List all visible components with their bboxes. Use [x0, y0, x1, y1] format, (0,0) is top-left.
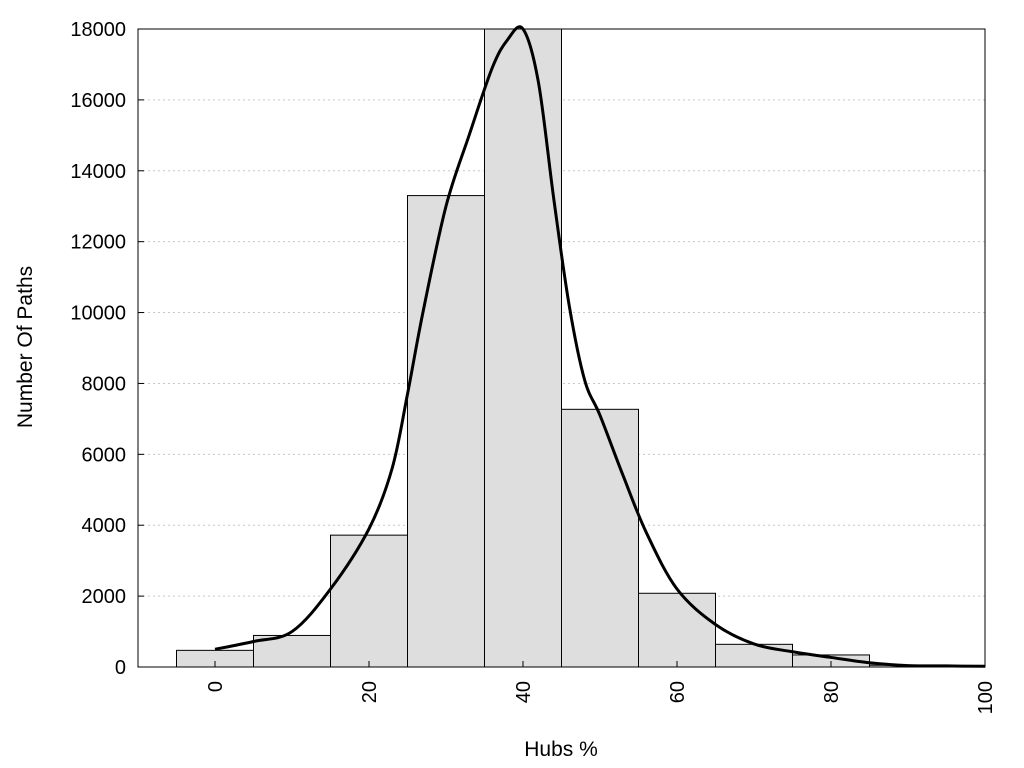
y-tick-label-16000: 16000: [70, 90, 126, 112]
bar-40: [484, 28, 562, 668]
y-tick-label-8000: 8000: [82, 373, 127, 395]
x-tick-label-40: 40: [513, 681, 535, 703]
x-tick-label-0: 0: [205, 681, 227, 692]
x-tick-label-80: 80: [821, 681, 843, 703]
y-tick-label-18000: 18000: [70, 19, 126, 41]
y-tick-label-12000: 12000: [70, 232, 126, 254]
x-axis-title: Hubs %: [524, 738, 598, 761]
gridlines: [138, 99, 985, 597]
bar-50: [561, 408, 639, 668]
bar-20: [330, 534, 408, 668]
plot-frame: [137, 28, 986, 668]
density-curve: [214, 25, 986, 668]
y-tick-labels: 0 2000 4000 6000 8000 10000 12000 14000 16000 180…: [70, 19, 126, 679]
bar-70: [715, 643, 793, 668]
y-tick-label-2000: 2000: [82, 586, 127, 608]
y-tick-label-10000: 10000: [70, 303, 126, 325]
bars: [176, 28, 947, 668]
axis-ticks: [138, 28, 986, 668]
x-tick-labels: 0 20 40 60 80 100: [205, 681, 997, 714]
bar-60: [638, 592, 716, 668]
x-tick-label-20: 20: [359, 681, 381, 703]
y-axis-title: Number Of Paths: [14, 266, 37, 428]
y-tick-label-0: 0: [115, 657, 126, 679]
density-line: [214, 25, 986, 668]
bar-30: [407, 195, 485, 668]
y-tick-label-4000: 4000: [82, 515, 127, 537]
y-tick-label-6000: 6000: [82, 444, 127, 466]
x-tick-label-60: 60: [667, 681, 689, 703]
x-tick-label-100: 100: [975, 681, 997, 714]
y-tick-label-14000: 14000: [70, 161, 126, 183]
